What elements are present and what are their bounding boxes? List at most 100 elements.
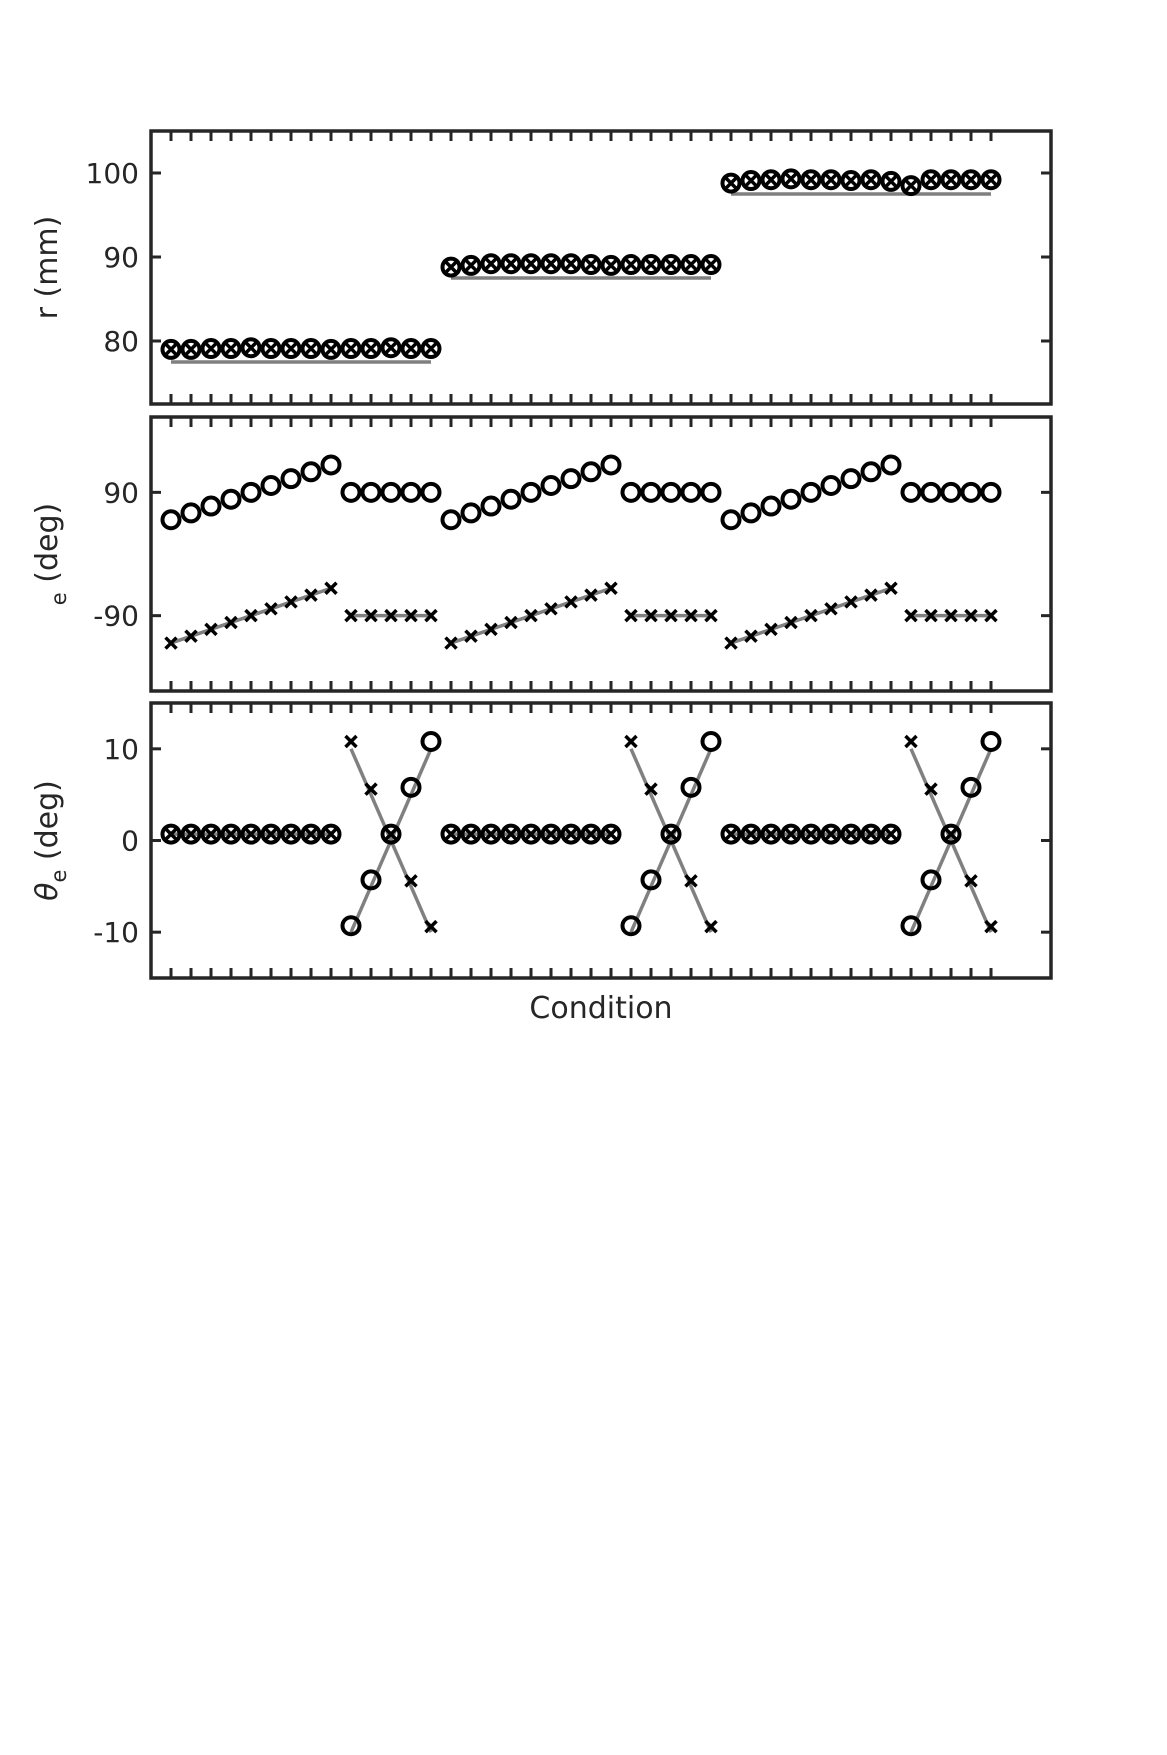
circle-marker — [300, 823, 322, 845]
circle-marker — [240, 337, 262, 359]
x-marker — [684, 608, 698, 623]
circle-marker — [340, 481, 362, 503]
circle-marker — [740, 502, 762, 524]
x-marker — [924, 782, 938, 796]
circle-marker — [540, 253, 562, 275]
circle-marker — [180, 338, 202, 360]
circle-marker — [880, 823, 902, 845]
x-marker — [424, 608, 438, 623]
x-marker — [524, 608, 538, 623]
x-marker — [364, 341, 378, 356]
x-marker — [764, 827, 778, 841]
x-marker — [984, 172, 998, 187]
x-marker — [684, 874, 698, 888]
circle-marker — [740, 823, 762, 845]
circle-marker — [860, 169, 882, 191]
circle-marker — [480, 495, 502, 517]
x-marker — [164, 827, 178, 841]
x-marker — [184, 629, 198, 643]
x-marker — [544, 827, 558, 841]
circle-marker — [160, 338, 182, 360]
x-marker — [924, 172, 938, 187]
circle-marker — [720, 823, 742, 845]
circle-marker — [720, 172, 742, 194]
x-marker — [904, 734, 918, 749]
x-marker — [524, 827, 538, 841]
circle-marker — [260, 475, 282, 496]
x-marker — [844, 173, 858, 188]
circle-marker — [640, 869, 662, 891]
x-marker — [744, 173, 758, 188]
x-marker — [804, 172, 818, 187]
circle-marker — [920, 169, 942, 191]
circle-marker — [580, 254, 602, 276]
x-marker — [964, 874, 978, 888]
circle-marker — [760, 169, 782, 191]
x-marker — [644, 257, 658, 272]
circle-marker — [360, 481, 382, 503]
x-marker — [824, 827, 838, 841]
circle-marker — [780, 823, 802, 845]
circle-marker — [840, 468, 862, 490]
axes-frame — [149, 701, 1053, 980]
circle-marker — [420, 338, 442, 360]
circle-marker — [600, 454, 622, 476]
y-tick-label: 10 — [103, 733, 139, 766]
circle-marker — [180, 502, 202, 524]
x-marker — [204, 341, 218, 356]
circle-marker — [860, 823, 882, 845]
circle-marker — [420, 731, 442, 752]
circle-marker — [460, 823, 482, 845]
circle-marker — [820, 475, 842, 496]
y-tick-label: 90 — [103, 476, 139, 509]
x-marker — [604, 581, 618, 595]
circle-marker — [720, 509, 742, 531]
circle-marker — [820, 823, 842, 845]
x-marker — [584, 827, 598, 841]
x-marker — [884, 581, 898, 595]
circle-marker — [460, 502, 482, 524]
x-marker — [244, 827, 258, 841]
x-marker — [564, 827, 578, 841]
x-marker — [324, 581, 338, 595]
x-marker — [804, 608, 818, 623]
circle-marker — [640, 481, 662, 503]
x-marker — [764, 172, 778, 187]
x-marker — [384, 340, 398, 355]
x-marker — [364, 782, 378, 796]
axes-frame — [149, 129, 1053, 406]
circle-marker — [800, 481, 822, 503]
y-axis-label: e (deg) — [30, 503, 71, 605]
circle-marker — [400, 481, 422, 503]
circle-marker — [700, 731, 722, 752]
circle-marker — [160, 823, 182, 845]
x-marker — [904, 178, 918, 193]
x-marker — [504, 827, 518, 841]
circle-marker — [300, 461, 322, 483]
x-marker — [644, 782, 658, 796]
circle-marker — [800, 823, 822, 845]
circle-marker — [780, 168, 802, 190]
x-marker — [224, 341, 238, 356]
x-marker — [824, 602, 838, 616]
circle-marker — [620, 481, 642, 503]
x-marker — [864, 588, 878, 602]
circle-marker — [900, 175, 922, 197]
x-marker — [304, 827, 318, 841]
x-marker — [824, 172, 838, 187]
circle-marker — [200, 823, 222, 845]
x-marker — [304, 588, 318, 602]
x-marker — [924, 608, 938, 623]
x-marker — [164, 342, 178, 357]
circle-marker — [380, 481, 402, 503]
x-marker — [324, 342, 338, 357]
x-marker — [844, 595, 858, 609]
circle-marker — [900, 915, 922, 937]
circle-marker — [440, 823, 462, 845]
x-marker — [204, 827, 218, 841]
x-marker — [184, 342, 198, 357]
x-marker — [324, 827, 338, 841]
x-marker — [724, 827, 738, 841]
circle-marker — [380, 823, 402, 845]
x-marker — [784, 827, 798, 841]
